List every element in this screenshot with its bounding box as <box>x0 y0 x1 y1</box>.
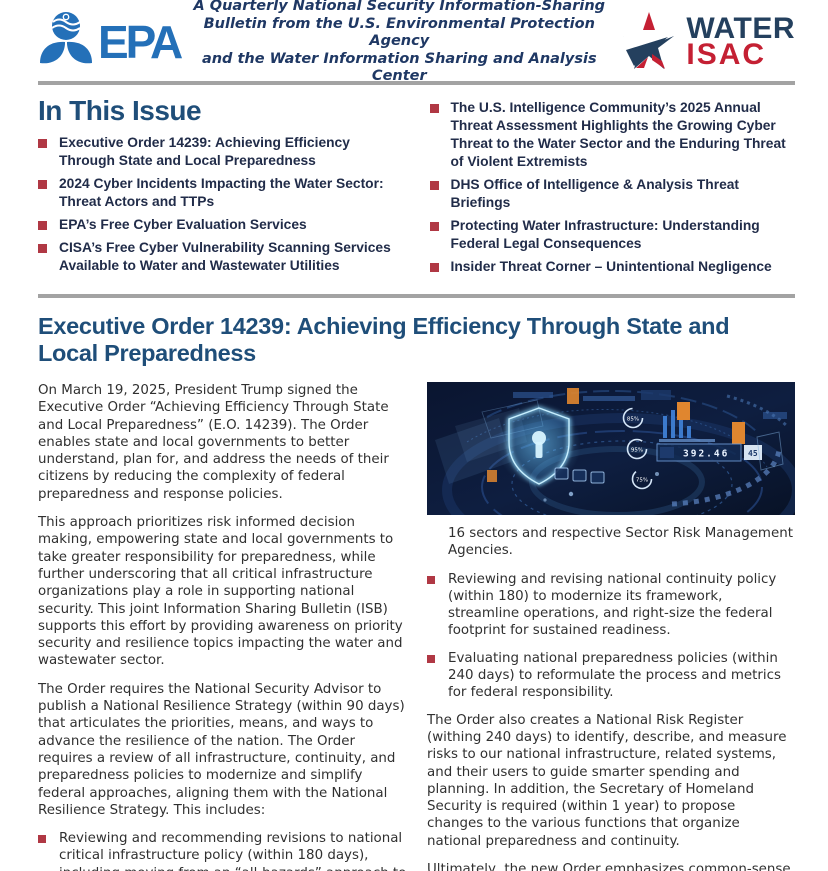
bulletin-tagline: A Quarterly National Security Informatio… <box>180 0 622 86</box>
issue-right-column: The U.S. Intelligence Community’s 2025 A… <box>429 95 796 281</box>
article-bullet-text: Reviewing and recommending revisions to … <box>59 831 406 871</box>
header-divider <box>38 81 795 85</box>
tagline-line-3: and the Water Information Sharing and An… <box>201 50 597 85</box>
article-bullet-text: Reviewing and revising national continui… <box>448 571 777 639</box>
readout-value: 392.46 <box>683 449 729 460</box>
article-bullet: Reviewing and revising national continui… <box>427 571 795 640</box>
bullet-square-icon <box>38 835 46 844</box>
bullet-square-icon <box>427 654 435 663</box>
gauge-value-3: 75% <box>636 478 648 484</box>
bullet-square-icon <box>429 222 439 231</box>
article-left-column: On March 19, 2025, President Trump signe… <box>38 382 410 871</box>
gauge-value-1: 85% <box>627 417 639 423</box>
readout-badge: 45 <box>748 449 758 458</box>
section-divider <box>38 294 795 298</box>
gauge-value-2: 95% <box>631 448 643 454</box>
epa-wordmark: EPA <box>98 16 183 68</box>
article-title: Executive Order 14239: Achieving Efficie… <box>38 313 730 366</box>
issue-item: Executive Order 14239: Achieving Efficie… <box>38 134 404 170</box>
issue-item-label: Protecting Water Infrastructure: Underst… <box>450 218 760 251</box>
bullet-square-icon <box>429 263 439 272</box>
issue-left-column: In This Issue Executive Order 14239: Ach… <box>38 95 404 281</box>
issue-item-label: The U.S. Intelligence Community’s 2025 A… <box>450 100 786 169</box>
tagline-line-1: A Quarterly National Security Informatio… <box>193 0 606 15</box>
issue-item: The U.S. Intelligence Community’s 2025 A… <box>429 99 796 171</box>
issue-item-label: 2024 Cyber Incidents Impacting the Water… <box>59 176 384 209</box>
article-bullet: Reviewing and recommending revisions to … <box>38 830 410 871</box>
issue-item-label: EPA’s Free Cyber Evaluation Services <box>59 217 307 232</box>
issue-item: EPA’s Free Cyber Evaluation Services <box>38 216 404 234</box>
bullet-square-icon <box>38 221 47 230</box>
article-paragraph-text: Ultimately, the new Order emphasizes com… <box>427 862 791 871</box>
epa-flower-icon <box>38 11 94 73</box>
article-paragraph-with-endmark: Ultimately, the new Order emphasizes com… <box>427 861 795 871</box>
issue-item-label: Executive Order 14239: Achieving Efficie… <box>59 135 350 168</box>
issue-item-label: CISA’s Free Cyber Vulnerability Scanning… <box>59 240 391 273</box>
waterisac-logo: WATER ISAC <box>622 10 795 74</box>
waterisac-star-icon <box>622 10 680 74</box>
bullet-square-icon <box>38 244 47 253</box>
issue-item: DHS Office of Intelligence & Analysis Th… <box>429 176 796 212</box>
article-paragraph: This approach prioritizes risk informed … <box>38 515 403 669</box>
tagline-line-2: Bulletin from the U.S. Environmental Pro… <box>203 15 595 50</box>
bullet-square-icon <box>38 180 47 189</box>
waterisac-water-text: WATER <box>686 12 795 45</box>
article-paragraph: On March 19, 2025, President Trump signe… <box>38 383 389 502</box>
article-bullet: Evaluating national preparedness policie… <box>427 650 795 702</box>
issue-item: 2024 Cyber Incidents Impacting the Water… <box>38 175 404 211</box>
issue-item-label: DHS Office of Intelligence & Analysis Th… <box>450 177 740 210</box>
masthead: EPA A Quarterly National Security Inform… <box>38 0 795 84</box>
bullet-square-icon <box>427 575 435 584</box>
article-bullet-text: Evaluating national preparedness policie… <box>448 650 781 701</box>
in-this-issue-section: In This Issue Executive Order 14239: Ach… <box>38 95 795 281</box>
in-this-issue-title: In This Issue <box>38 95 202 126</box>
epa-logo: EPA <box>38 11 183 73</box>
waterisac-isac-text: ISAC <box>686 38 767 71</box>
issue-item: Protecting Water Infrastructure: Underst… <box>429 217 796 253</box>
article-paragraph: The Order also creates a National Risk R… <box>427 712 787 849</box>
article-body: On March 19, 2025, President Trump signe… <box>38 382 795 871</box>
issue-item: CISA’s Free Cyber Vulnerability Scanning… <box>38 239 404 275</box>
article-right-column: 85% 95% 75% 392.46 45 <box>427 382 795 871</box>
issue-item: Insider Threat Corner – Unintentional Ne… <box>429 258 796 276</box>
bullet-square-icon <box>429 104 439 113</box>
waterisac-wordmark: WATER ISAC <box>686 12 795 71</box>
issue-item-label: Insider Threat Corner – Unintentional Ne… <box>450 259 772 274</box>
bullet-square-icon <box>38 139 47 148</box>
bullet-square-icon <box>429 181 439 190</box>
article-paragraph: The Order requires the National Security… <box>38 681 405 818</box>
cybersecurity-shield-image: 85% 95% 75% 392.46 45 <box>427 382 795 515</box>
bullet-continuation-text: 16 sectors and respective Sector Risk Ma… <box>448 526 793 559</box>
